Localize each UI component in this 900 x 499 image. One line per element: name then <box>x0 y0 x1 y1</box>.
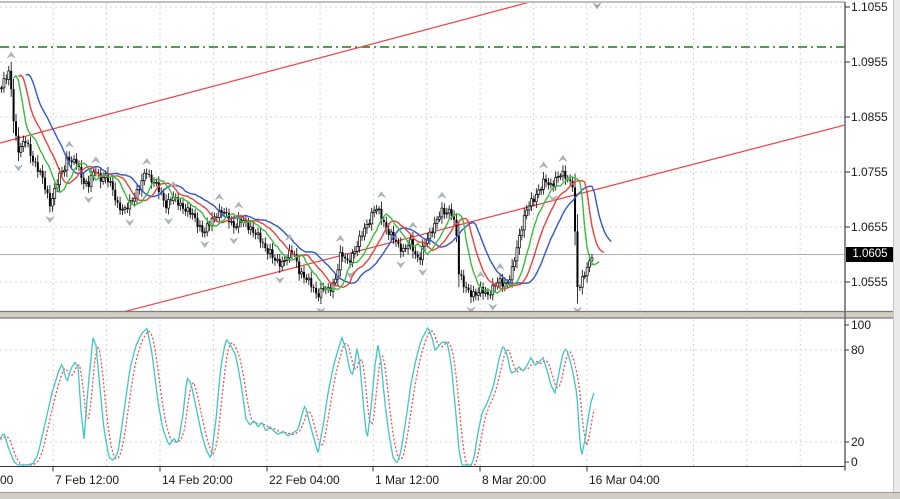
trendlines[interactable] <box>0 2 845 312</box>
price-tick-label: 1.0955 <box>851 55 888 69</box>
ma_fast_green-line <box>13 74 600 295</box>
ma_slow_blue-line <box>25 73 612 285</box>
oscillator-tick-label: 0 <box>851 455 858 469</box>
candlestick-series <box>0 61 594 305</box>
right-edge-strip <box>893 0 900 499</box>
date-tick-label: 1 Mar 12:00 <box>375 473 440 487</box>
oscillator-main-line <box>0 326 595 466</box>
oscillator-tick-label: 20 <box>851 435 865 449</box>
oscillator-tick-label: 80 <box>851 343 865 357</box>
panel-borders <box>0 1 893 472</box>
moving-averages <box>13 73 612 295</box>
price-tick-label: 1.0655 <box>851 220 888 234</box>
fractal-markers <box>7 2 602 315</box>
current-price-badge: 1.0605 <box>846 247 894 262</box>
date-tick-label: 14 Feb 20:00 <box>162 473 233 487</box>
date-tick-label: 8 Mar 20:00 <box>482 473 547 487</box>
ma_mid_red-line <box>18 74 605 291</box>
oscillator-series <box>0 326 595 466</box>
bottom-edge-strip <box>0 492 900 499</box>
oscillator-tick-label: 100 <box>851 318 872 332</box>
date-tick-label-clipped: 00 <box>0 473 14 487</box>
date-tick-label: 16 Mar 04:00 <box>589 473 660 487</box>
price-tick-label: 1.0855 <box>851 110 888 124</box>
gridlines <box>0 3 845 467</box>
price-tick-label: 1.1055 <box>851 0 888 14</box>
price-tick-label: 1.0755 <box>851 165 888 179</box>
price-tick-label: 1.0555 <box>851 275 888 289</box>
date-tick-label: 22 Feb 04:00 <box>269 473 340 487</box>
oscillator-signal-line <box>0 329 595 466</box>
date-tick-label: 7 Feb 12:00 <box>55 473 120 487</box>
